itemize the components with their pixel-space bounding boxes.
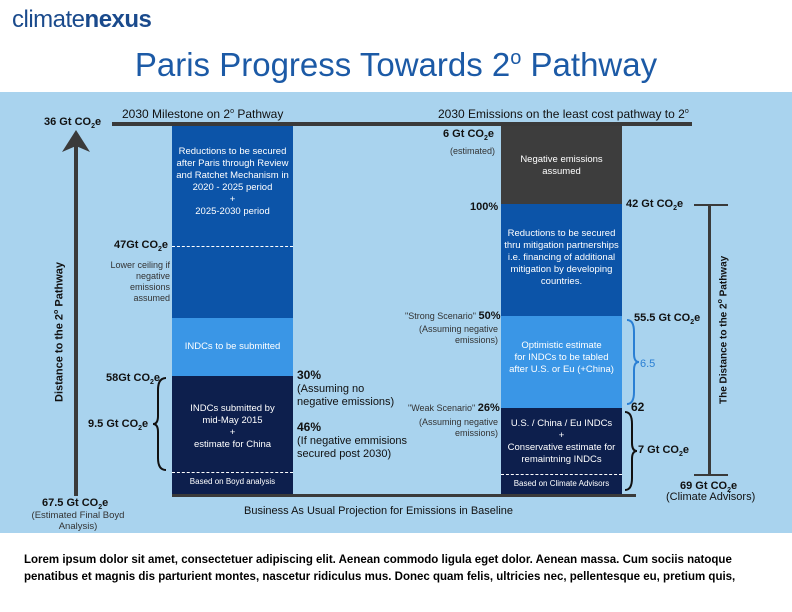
footer-text: Lorem ipsum dolor sit amet, consectetuer…	[24, 554, 736, 583]
left-bottom-value: 67.5 Gt CO2e	[42, 497, 109, 512]
left-box-indcs-submitted: INDCs submitted by mid-May 2015 + estimate …	[172, 376, 293, 494]
left-brace-icon	[152, 377, 167, 471]
right-42-label: 42 Gt CO2e	[626, 198, 684, 213]
left-box-indcs-to-submit: INDCs to be submitted	[172, 318, 293, 376]
left-boyd-dash	[172, 472, 293, 473]
right-box-ca: Based on Climate Advisors	[513, 479, 610, 488]
right-100-label: 100%	[470, 201, 499, 213]
right-65-label: 6.5	[640, 358, 656, 370]
weak-note: (Assuming negative emissions)	[418, 417, 498, 438]
right-axis-bottom-tick	[694, 474, 728, 476]
left-axis-line	[74, 146, 78, 496]
diagram-panel	[0, 92, 792, 533]
right-6-label: 6 Gt CO2e	[443, 128, 494, 143]
left-47-note: Lower ceiling if negative emissions assume…	[110, 260, 170, 303]
right-62-label: 62	[631, 400, 645, 414]
right-ca-dash	[501, 474, 622, 475]
right-bottom-note: (Climate Advisors)	[666, 491, 756, 503]
top-left-value: 36 Gt CO2e	[44, 116, 102, 131]
up-arrow-icon	[62, 130, 90, 152]
right-6-note: (estimated)	[450, 146, 496, 156]
right-box-partnerships: Reductions to be secured thru mitigation …	[501, 204, 622, 316]
right-heading: 2030 Emissions on the least cost pathway…	[438, 107, 689, 121]
baseline-label: Business As Usual Projection for Emissio…	[244, 505, 514, 517]
right-brace-blue-icon	[626, 319, 640, 405]
page-title: Paris Progress Towards 2o Pathway	[134, 46, 658, 83]
left-box-ratchet: Reductions to be secured after Paris thro…	[172, 126, 293, 318]
right-box-negative: Negative emissions assumed	[501, 126, 622, 204]
right-axis-label: The Distance to the 2o Pathway	[717, 255, 730, 404]
pct-30-note: (Assuming no negative emissions)	[297, 383, 395, 408]
right-7-label: 7 Gt CO2e	[638, 444, 689, 459]
pct-46: 46%	[297, 420, 322, 434]
pct-46-note: (If negative emmisions secured post 2030)	[297, 435, 408, 460]
right-555-label: 55.5 Gt CO2e	[634, 312, 701, 327]
left-axis-label: Distance to the 2o Pathway	[53, 262, 66, 402]
left-bottom-note: (Estimated Final Boyd Analysis)	[31, 510, 125, 532]
right-box-optimistic: Optimistic estimate for INDCs to be table…	[501, 316, 622, 408]
climatenexus-logo: climatenexus	[12, 6, 152, 33]
left-47-label: 47Gt CO2e	[114, 239, 169, 254]
right-bottom-value: 69 Gt CO2e	[680, 480, 738, 495]
pct-30: 30%	[297, 368, 322, 382]
right-box-conservative: U.S. / China / Eu INDCs + Conservative est…	[501, 408, 622, 494]
top-milestone-line	[112, 122, 692, 126]
weak-scenario: "Weak Scenario" 26%	[408, 402, 500, 414]
strong-note: (Assuming negative emissions)	[418, 324, 498, 345]
left-box-boyd: Based on Boyd analysis	[189, 477, 276, 486]
left-58-label: 58Gt CO2e	[106, 372, 161, 387]
left-47-dash	[172, 246, 293, 247]
left-heading: 2030 Milestone on 2o Pathway	[122, 107, 284, 121]
right-axis-top-tick	[694, 204, 728, 206]
strong-scenario: "Strong Scenario" 50%	[405, 310, 501, 322]
right-axis-line	[708, 204, 711, 476]
baseline-line	[172, 494, 636, 497]
left-95-label: 9.5 Gt CO2e	[88, 418, 149, 433]
right-brace-dark-icon	[624, 411, 638, 491]
